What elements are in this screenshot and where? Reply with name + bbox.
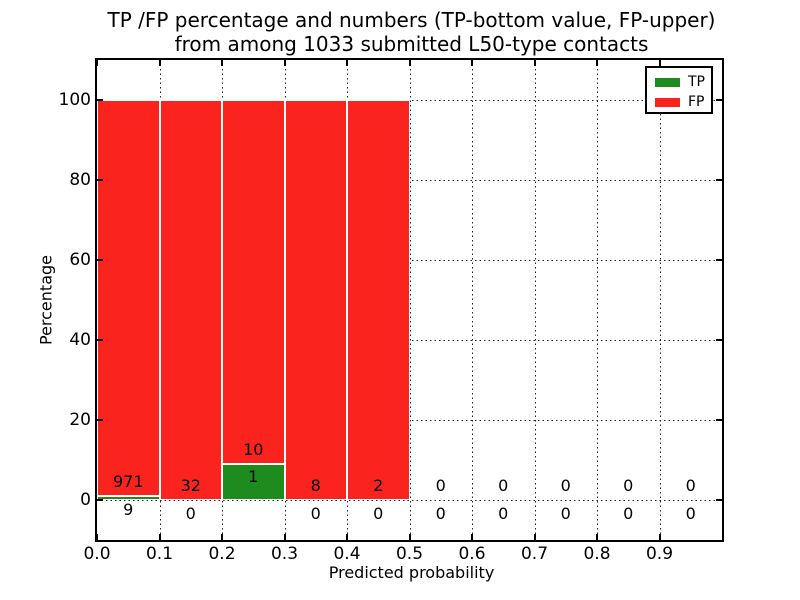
legend-label-fp: FP <box>688 94 705 110</box>
legend-label-tp: TP <box>688 74 705 90</box>
fp-count-label: 0 <box>498 476 509 495</box>
fp-bar-segment <box>222 100 285 464</box>
x-tick-mark-top <box>284 60 286 66</box>
tp-count-label: 0 <box>373 503 384 523</box>
chart-title: TP /FP percentage and numbers (TP-bottom… <box>97 8 726 56</box>
x-tick-mark-top <box>659 60 661 66</box>
x-tick-mark <box>596 534 598 540</box>
y-tick-label: 0 <box>80 490 91 510</box>
grid-line-horizontal <box>97 260 722 261</box>
fp-count-label: 10 <box>243 439 264 459</box>
x-tick-mark <box>409 534 411 540</box>
y-tick-mark <box>97 499 103 501</box>
x-tick-label: 0.9 <box>645 544 674 564</box>
y-tick-label: 80 <box>69 170 91 190</box>
y-tick-mark-right <box>716 339 722 341</box>
legend-swatch-fp <box>655 97 680 107</box>
grid-line-vertical <box>660 60 661 540</box>
x-tick-label: 0.1 <box>145 544 174 564</box>
x-tick-label: 0.4 <box>333 544 361 564</box>
x-tick-mark-top <box>96 60 98 66</box>
fp-bar-segment <box>97 100 160 497</box>
grid-line-horizontal <box>97 340 722 341</box>
fp-count-label: 0 <box>623 476 634 495</box>
grid-line-horizontal <box>97 420 722 421</box>
x-tick-label: 0.0 <box>83 544 111 564</box>
x-tick-mark <box>96 534 98 540</box>
y-tick-mark-right <box>716 259 722 261</box>
fp-count-label: 971 <box>112 472 144 492</box>
y-tick-label: 100 <box>58 90 91 110</box>
tp-count-label: 0 <box>185 503 196 523</box>
x-tick-mark <box>346 534 348 540</box>
x-axis-label: Predicted probability <box>328 563 495 582</box>
grid-line-vertical <box>472 60 473 540</box>
x-tick-label: 0.6 <box>458 544 486 564</box>
x-tick-label: 0.8 <box>583 544 611 564</box>
tp-count-label: 0 <box>685 503 696 523</box>
y-tick-mark-right <box>716 99 722 101</box>
grid-line-horizontal <box>97 180 722 181</box>
grid-line-horizontal <box>97 100 722 101</box>
x-tick-mark-top <box>596 60 598 66</box>
tp-count-label: 0 <box>560 503 571 523</box>
fp-count-label: 0 <box>560 476 571 495</box>
x-tick-mark-top <box>471 60 473 66</box>
fp-count-label: 2 <box>373 476 384 495</box>
y-tick-mark <box>97 99 103 101</box>
grid-line-horizontal <box>97 500 722 501</box>
x-tick-mark <box>159 534 161 540</box>
y-tick-label: 60 <box>69 250 91 270</box>
x-tick-mark <box>221 534 223 540</box>
fp-bar-segment <box>347 100 410 500</box>
tp-count-label: 1 <box>248 467 259 487</box>
x-tick-mark-top <box>409 60 411 66</box>
tp-count-label: 9 <box>123 499 134 519</box>
legend-item-fp: FP <box>655 93 711 111</box>
y-tick-label: 20 <box>69 410 91 430</box>
chart-title-line2: from among 1033 submitted L50-type conta… <box>174 32 649 56</box>
chart-title-line1: TP /FP percentage and numbers (TP-bottom… <box>107 8 716 32</box>
fp-count-label: 0 <box>685 476 696 495</box>
grid-line-vertical <box>535 60 536 540</box>
legend: TP FP <box>645 66 713 114</box>
fp-bar-segment <box>159 100 222 500</box>
tp-bar-segment <box>222 463 285 500</box>
tp-count-label: 0 <box>498 503 509 523</box>
x-tick-mark <box>659 534 661 540</box>
grid-line-vertical <box>410 60 411 540</box>
y-tick-mark <box>97 339 103 341</box>
x-tick-label: 0.2 <box>208 544 236 564</box>
x-tick-label: 0.3 <box>270 544 299 564</box>
grid-line-vertical <box>597 60 598 540</box>
tp-count-label: 0 <box>310 503 321 523</box>
y-tick-mark <box>97 419 103 421</box>
x-tick-label: 0.5 <box>395 544 424 564</box>
axis-frame <box>95 58 724 542</box>
tp-bar-segment <box>97 496 160 500</box>
legend-item-tp: TP <box>655 73 711 91</box>
x-tick-mark-top <box>221 60 223 66</box>
x-tick-mark-top <box>159 60 161 66</box>
y-tick-mark <box>97 259 103 261</box>
x-tick-label: 0.7 <box>520 544 549 564</box>
fp-count-label: 0 <box>435 476 446 495</box>
y-tick-mark <box>97 179 103 181</box>
fp-count-label: 8 <box>310 476 321 495</box>
y-tick-mark-right <box>716 419 722 421</box>
fp-bar-segment <box>284 100 347 500</box>
x-tick-mark-top <box>534 60 536 66</box>
fp-count-label: 32 <box>180 476 201 495</box>
legend-swatch-tp <box>655 77 680 87</box>
y-tick-mark-right <box>716 179 722 181</box>
tp-count-label: 0 <box>435 503 446 523</box>
y-tick-mark-right <box>716 499 722 501</box>
x-tick-mark <box>534 534 536 540</box>
tp-count-label: 0 <box>623 503 634 523</box>
x-tick-mark <box>284 534 286 540</box>
x-tick-mark <box>471 534 473 540</box>
x-tick-mark-top <box>346 60 348 66</box>
y-tick-label: 40 <box>69 330 91 350</box>
